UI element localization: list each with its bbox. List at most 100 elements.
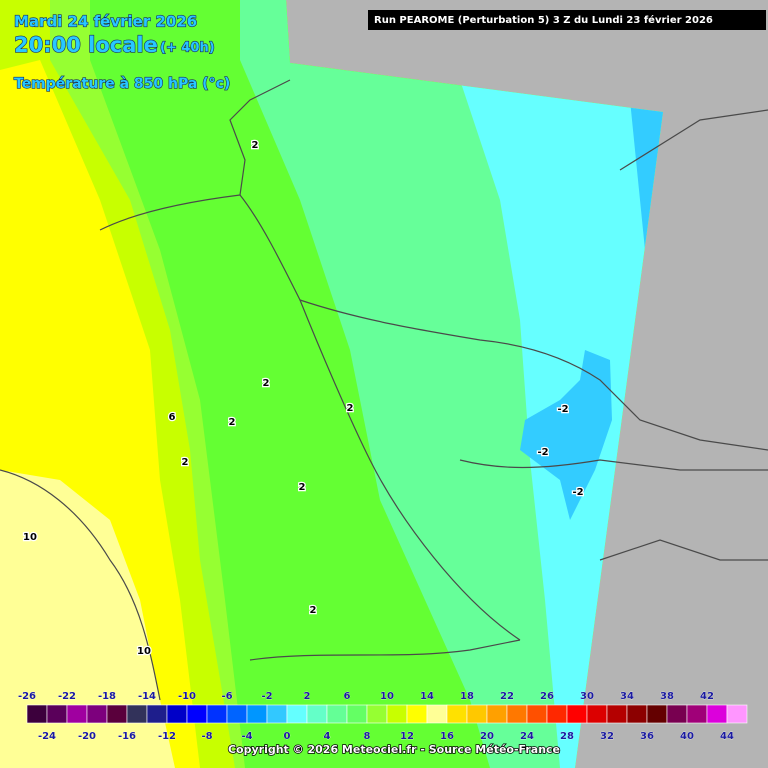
field-deep-cyan-blob bbox=[520, 350, 612, 520]
legend-swatch bbox=[506, 704, 528, 724]
contour-label: -2 bbox=[537, 447, 548, 458]
contour-label: 2 bbox=[310, 605, 317, 616]
date: Mardi 24 février 2026 bbox=[14, 13, 197, 31]
contour-label: 2 bbox=[252, 140, 259, 151]
legend-swatch bbox=[26, 704, 48, 724]
legend-label: 34 bbox=[620, 691, 634, 702]
legend-swatch bbox=[666, 704, 688, 724]
legend-swatch bbox=[286, 704, 308, 724]
legend-label: 26 bbox=[540, 691, 554, 702]
legend-label: 18 bbox=[460, 691, 474, 702]
border-line bbox=[229, 79, 291, 196]
legend-label: -10 bbox=[178, 691, 196, 702]
contour-label: 2 bbox=[182, 457, 189, 468]
legend-label: -8 bbox=[201, 731, 212, 742]
legend-label: 36 bbox=[640, 731, 654, 742]
border-line bbox=[99, 194, 521, 641]
legend-swatch bbox=[526, 704, 548, 724]
legend-label: 44 bbox=[720, 731, 734, 742]
legend-swatch bbox=[146, 704, 168, 724]
legend-swatch bbox=[46, 704, 68, 724]
legend-label: -24 bbox=[38, 731, 56, 742]
contour-label: 2 bbox=[299, 482, 306, 493]
legend-swatch bbox=[266, 704, 288, 724]
legend-label: -12 bbox=[158, 731, 176, 742]
legend-swatch bbox=[226, 704, 248, 724]
border-line bbox=[599, 539, 768, 561]
legend-swatch bbox=[86, 704, 108, 724]
legend-label: -14 bbox=[138, 691, 156, 702]
legend-swatch bbox=[606, 704, 628, 724]
legend-label: -2 bbox=[261, 691, 272, 702]
legend-label: 30 bbox=[580, 691, 594, 702]
legend-swatch bbox=[626, 704, 648, 724]
legend-swatch bbox=[586, 704, 608, 724]
border-line bbox=[249, 639, 521, 661]
legend-swatch bbox=[686, 704, 708, 724]
legend-label: -18 bbox=[98, 691, 116, 702]
legend-label: 2 bbox=[304, 691, 311, 702]
contour-labels: 2 2 2 2 6 2 2 10 10 2 -2 -2 -2 bbox=[22, 139, 585, 659]
border-line bbox=[619, 109, 768, 171]
legend-label: 42 bbox=[700, 691, 714, 702]
legend-label: -4 bbox=[241, 731, 252, 742]
legend-swatch bbox=[726, 704, 748, 724]
legend-label: 28 bbox=[560, 731, 574, 742]
field-pale-yellow bbox=[0, 470, 175, 768]
parameter: Température à 850 hPa (°c) bbox=[14, 76, 230, 92]
legend-label: 38 bbox=[660, 691, 674, 702]
legend-swatch bbox=[206, 704, 228, 724]
legend-label: 32 bbox=[600, 731, 614, 742]
legend-swatch bbox=[306, 704, 328, 724]
legend-swatch bbox=[366, 704, 388, 724]
legend-label: 12 bbox=[400, 731, 414, 742]
legend-swatch bbox=[66, 704, 88, 724]
color-legend: -26-24-22-20-18-16-14-12-10-8-6-4-202468… bbox=[18, 691, 748, 742]
legend-swatch bbox=[466, 704, 488, 724]
legend-swatch bbox=[406, 704, 428, 724]
legend-swatch bbox=[126, 704, 148, 724]
legend-label: -6 bbox=[221, 691, 232, 702]
legend-label: 6 bbox=[344, 691, 351, 702]
run-info: Run PEAROME (Perturbation 5) 3 Z du Lund… bbox=[374, 14, 713, 26]
legend-swatch bbox=[446, 704, 468, 724]
contour-label: 10 bbox=[23, 532, 37, 543]
time: 20:00 locale bbox=[14, 33, 158, 57]
contour-label: 2 bbox=[263, 378, 270, 389]
legend-swatch bbox=[546, 704, 568, 724]
legend-label: 24 bbox=[520, 731, 534, 742]
contour-label: -2 bbox=[557, 404, 568, 415]
legend-label: 8 bbox=[364, 731, 371, 742]
legend-swatch bbox=[346, 704, 368, 724]
legend-label: 10 bbox=[380, 691, 394, 702]
coastline bbox=[0, 469, 161, 701]
contour-label: 6 bbox=[169, 412, 176, 423]
legend-swatch bbox=[386, 704, 408, 724]
contour-label: -2 bbox=[572, 487, 583, 498]
legend-label: 16 bbox=[440, 731, 454, 742]
legend-swatch bbox=[646, 704, 668, 724]
legend-swatch bbox=[186, 704, 208, 724]
legend-swatch bbox=[326, 704, 348, 724]
legend-label: 4 bbox=[324, 731, 331, 742]
legend-swatch bbox=[426, 704, 448, 724]
header: Mardi 24 février 2026 20:00 locale (+ 40… bbox=[13, 10, 766, 93]
legend-swatch bbox=[706, 704, 728, 724]
legend-label: 0 bbox=[284, 731, 291, 742]
lead-time: (+ 40h) bbox=[160, 41, 215, 56]
legend-swatch bbox=[486, 704, 508, 724]
contour-label: 2 bbox=[229, 417, 236, 428]
legend-swatch bbox=[166, 704, 188, 724]
field-cyan bbox=[460, 0, 663, 768]
legend-swatch bbox=[566, 704, 588, 724]
legend-label: 14 bbox=[420, 691, 434, 702]
legend-label: -16 bbox=[118, 731, 136, 742]
legend-label: 22 bbox=[500, 691, 514, 702]
legend-swatch bbox=[106, 704, 128, 724]
legend-label: -26 bbox=[18, 691, 36, 702]
contour-label: 10 bbox=[137, 646, 151, 657]
run-box bbox=[368, 10, 766, 30]
border-line bbox=[459, 459, 768, 471]
border-line bbox=[299, 299, 768, 451]
